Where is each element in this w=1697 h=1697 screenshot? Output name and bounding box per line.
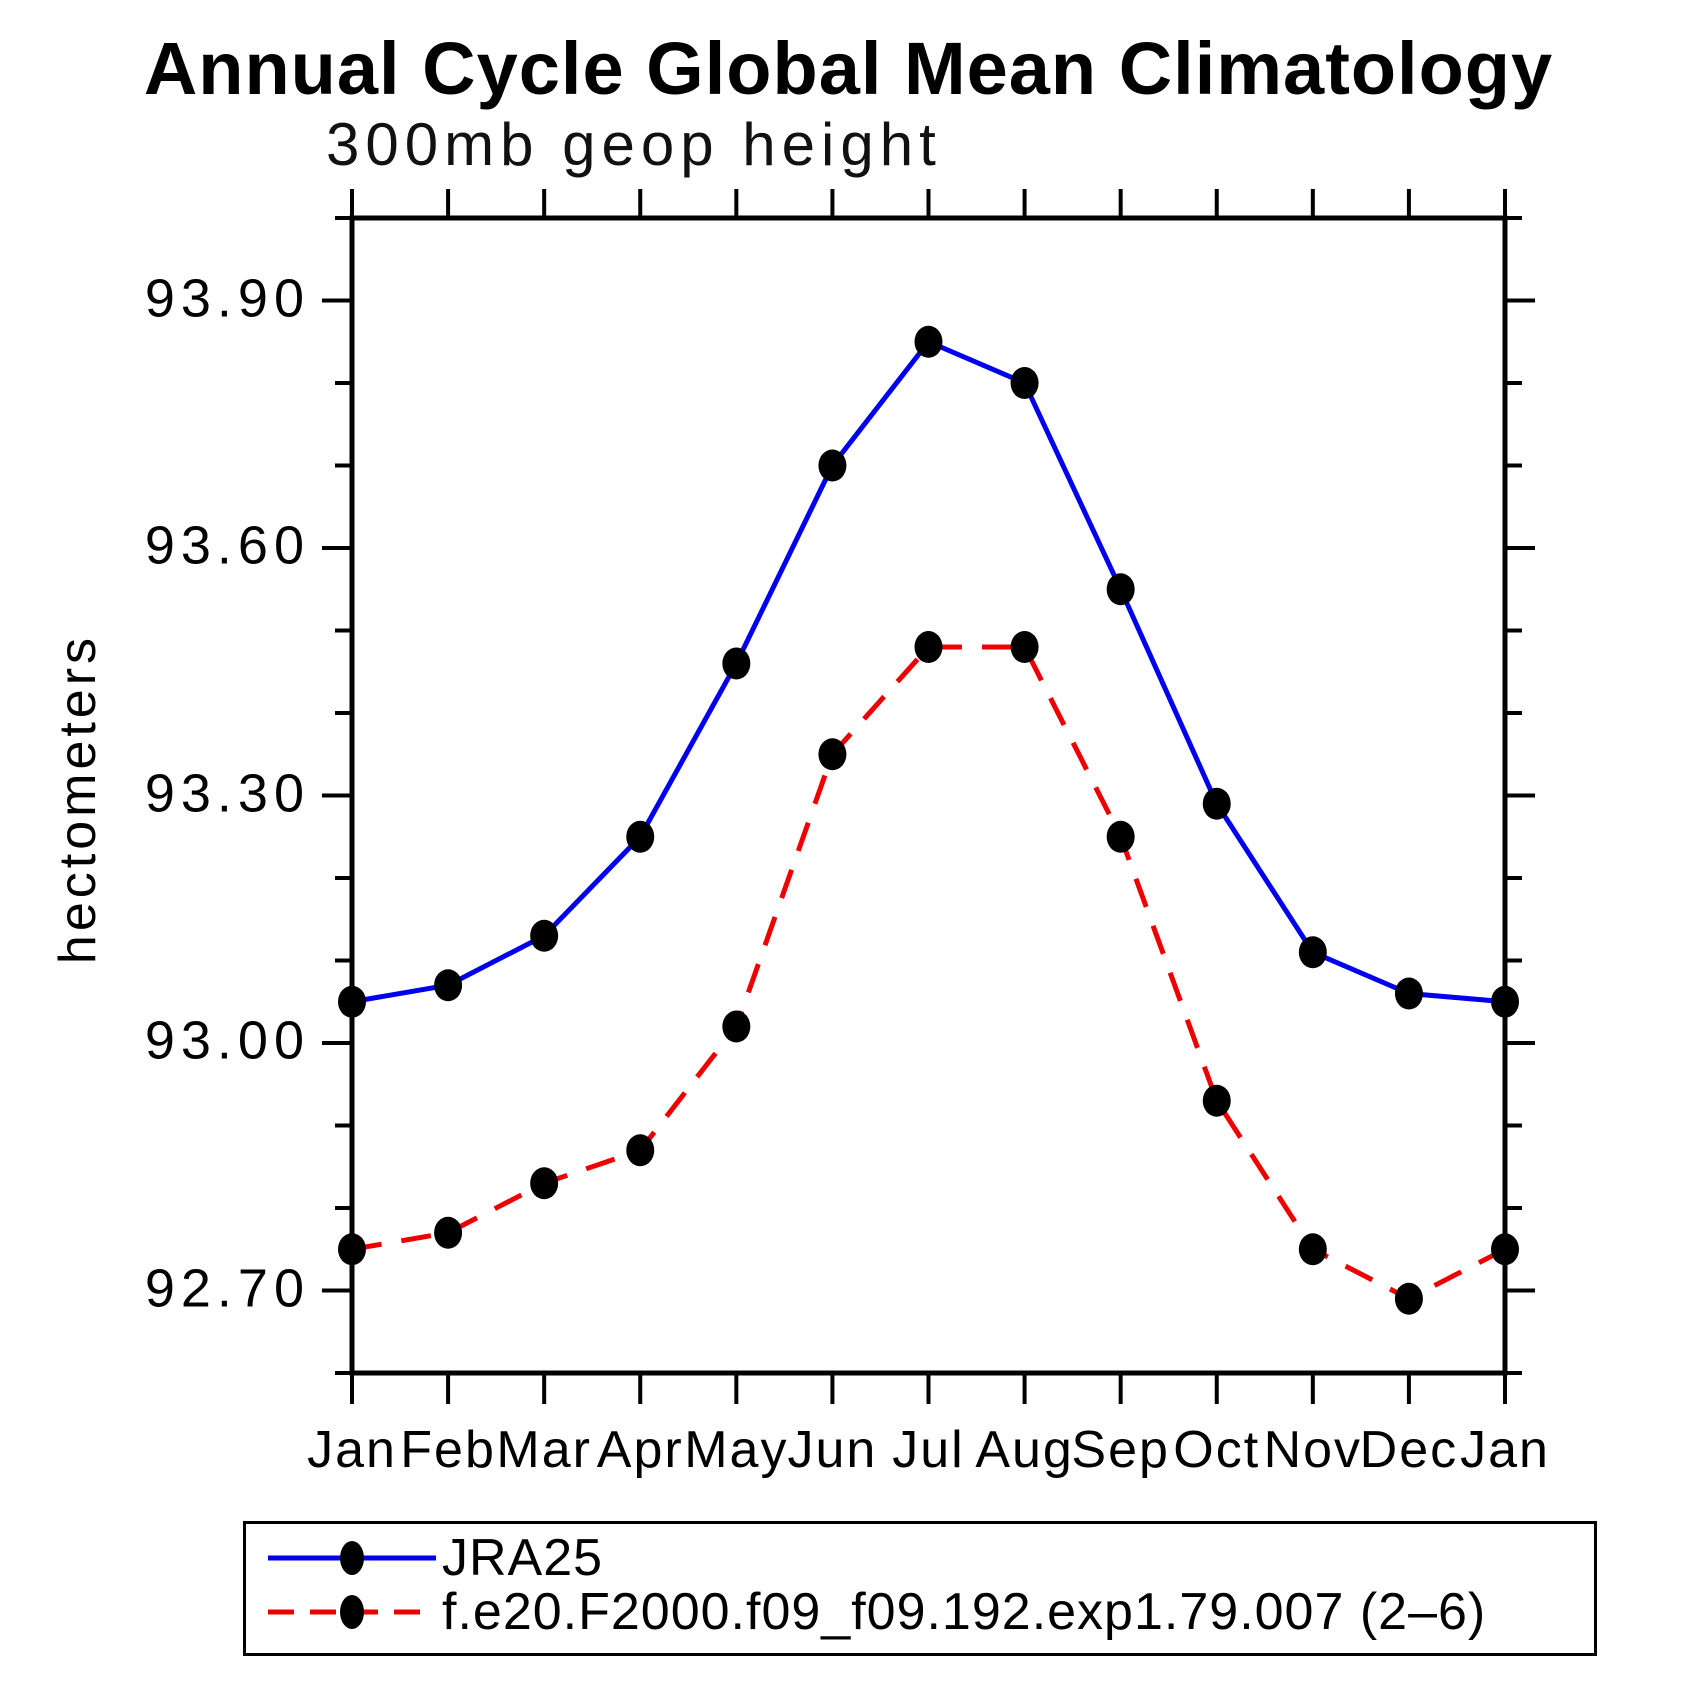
data-point-marker xyxy=(1394,1282,1423,1315)
series-line-0 xyxy=(351,338,1506,1005)
y-tick-label: 92.70 xyxy=(144,1258,310,1319)
data-point-marker xyxy=(338,985,366,1018)
x-tick-label: Dec xyxy=(1359,1421,1459,1479)
data-point-marker xyxy=(1491,985,1519,1018)
y-tick-label: 93.90 xyxy=(144,268,310,329)
legend-line-sample-dashed xyxy=(268,1595,436,1629)
x-tick-label: Apr xyxy=(596,1421,684,1479)
data-point-marker xyxy=(434,969,463,1002)
data-point-marker xyxy=(626,820,655,853)
data-point-marker xyxy=(818,738,847,771)
y-tick-label: 93.60 xyxy=(144,515,310,576)
data-point-marker xyxy=(1202,1084,1231,1117)
data-point-marker xyxy=(1106,820,1135,853)
x-tick-label: Sep xyxy=(1071,1421,1170,1479)
legend-label: f.e20.F2000.f09_f09.192.exp1.79.007 (2–6… xyxy=(442,1583,1487,1641)
x-tick-label: Mar xyxy=(496,1421,592,1479)
x-tick-label: Jan xyxy=(307,1421,397,1479)
data-point-marker xyxy=(818,449,847,482)
chart-title: Annual Cycle Global Mean Climatology xyxy=(143,27,1554,110)
legend-box: JRA25 f.e20.F2000.f09_f09.192.exp1.79.00… xyxy=(243,1521,1597,1656)
data-point-marker xyxy=(914,631,943,663)
data-point-marker xyxy=(914,325,943,358)
series-line-1 xyxy=(351,644,1507,1302)
data-point-marker xyxy=(1202,787,1231,820)
x-tick-label: Feb xyxy=(400,1421,496,1479)
data-point-marker xyxy=(530,1167,559,1200)
data-point-marker xyxy=(1394,977,1423,1010)
data-point-marker xyxy=(338,1233,366,1266)
chart-subtitle: 300mb geop height xyxy=(326,111,942,178)
data-point-marker xyxy=(1106,573,1135,606)
x-tick-label: Aug xyxy=(975,1421,1074,1479)
axis-frame xyxy=(349,215,1508,1376)
data-point-marker xyxy=(1298,1233,1327,1266)
x-tick-label: Oct xyxy=(1173,1421,1261,1479)
legend-label: JRA25 xyxy=(442,1529,604,1587)
data-point-marker xyxy=(1010,631,1039,663)
x-tick-label: Jun xyxy=(787,1421,878,1479)
legend-marker xyxy=(340,1541,364,1575)
data-point-marker xyxy=(530,919,559,952)
data-point-marker xyxy=(1298,936,1327,969)
y-tick-label: 93.00 xyxy=(144,1010,310,1071)
data-point-marker xyxy=(722,1010,751,1043)
legend-marker xyxy=(340,1595,364,1629)
data-point-marker xyxy=(1491,1233,1519,1266)
data-point-marker xyxy=(434,1216,463,1249)
x-tick-label: Jan xyxy=(1460,1421,1550,1479)
data-point-marker xyxy=(722,647,751,680)
x-tick-label: May xyxy=(684,1421,789,1479)
x-tick-label: Nov xyxy=(1263,1421,1363,1479)
legend-item-model: f.e20.F2000.f09_f09.192.exp1.79.007 (2–6… xyxy=(266,1583,1486,1641)
x-tick-label: Jul xyxy=(892,1421,965,1479)
y-tick-label: 93.30 xyxy=(144,763,310,824)
legend-item-jra25: JRA25 xyxy=(266,1529,603,1587)
legend-line-sample-solid xyxy=(268,1541,436,1575)
data-point-marker xyxy=(626,1134,655,1167)
data-point-marker xyxy=(1010,367,1039,399)
